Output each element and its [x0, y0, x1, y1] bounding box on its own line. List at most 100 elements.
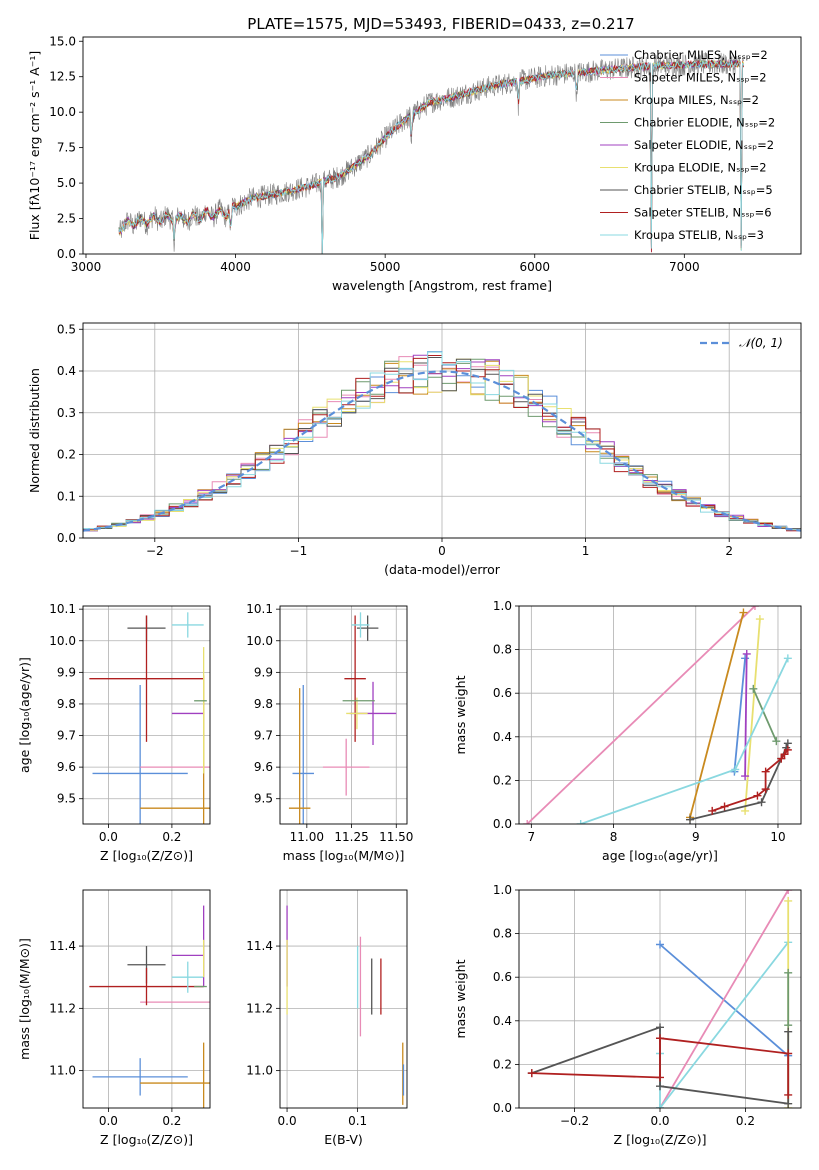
y-tick-label: 1.0 [493, 883, 512, 897]
y-tick-label: 0.4 [57, 364, 76, 378]
y-tick-label: 0.0 [57, 531, 76, 545]
x-tick-label: 0.2 [162, 1114, 181, 1128]
axes-frame [518, 605, 802, 825]
weight-marker [686, 815, 695, 824]
weight-line-kroupa-elodie [744, 619, 761, 811]
y-tick-label: 2.5 [57, 212, 76, 226]
x-axis-label: wavelength [Angstrom, rest frame] [332, 278, 552, 293]
x-tick-label: 7 [528, 830, 536, 844]
y-axis-label: Normed distribution [27, 368, 42, 493]
axes-frame [82, 889, 211, 1109]
axes-frame [279, 605, 408, 825]
legend: Chabrier MILES, Nₛₛₚ=2 Salpeter MILES, Nₛ… [600, 48, 775, 242]
weight-marker [742, 649, 751, 658]
weight-marker [761, 767, 770, 776]
weight-marker [731, 765, 740, 774]
weight-marker [720, 802, 729, 811]
x-tick-label: 11.00 [290, 830, 324, 844]
y-tick-label: 11.0 [246, 1064, 273, 1078]
axes-frame [82, 605, 211, 825]
chart-weight_vs_Z: −0.2 0.0 0.2 0.0 0.2 0.4 0.6 0.8 1.0 Z [log₁₀(Z/Z… [453, 883, 802, 1147]
weight-marker [772, 737, 781, 746]
y-axis-label: Flux [fλ10⁻¹⁷ erg cm⁻² s⁻¹ A⁻¹] [27, 51, 42, 240]
y-tick-label: 9.8 [254, 697, 273, 711]
plot-area [286, 905, 405, 1105]
y-tick-label: 9.9 [57, 665, 76, 679]
y-tick-label: 0.0 [57, 247, 76, 261]
axes-frame [82, 322, 802, 539]
weight-marker [784, 1049, 793, 1058]
y-tick-label: 11.4 [49, 939, 76, 953]
chart-spectrum: 3000 4000 5000 6000 7000 0.0 2.5 5.0 7.5 10.0 12.5… [27, 34, 802, 293]
y-tick-label: 0.2 [57, 448, 76, 462]
y-axis-label: mass weight [453, 675, 468, 754]
x-tick-label: 0.0 [278, 1114, 297, 1128]
weight-marker [656, 1082, 664, 1091]
legend-label: Chabrier ELODIE, Nₛₛₚ=2 [634, 116, 775, 130]
x-tick-label: 0.1 [348, 1114, 367, 1128]
hist-kroupa-stelib [83, 351, 801, 531]
weight-line-salpeter-miles [659, 890, 789, 1108]
x-tick-label: −2 [146, 544, 164, 558]
x-tick-label: 0 [438, 544, 446, 558]
y-tick-label: 9.6 [254, 760, 273, 774]
chart-age_vs_Z: 0.0 0.2 9.5 9.6 9.7 9.8 9.9 10.0 10.1 Z [log₁₀(Z/… [17, 602, 211, 863]
weight-marker [750, 606, 759, 610]
legend-label: Kroupa STELIB, Nₛₛₚ=3 [634, 228, 764, 242]
x-tick-label: 0.0 [650, 1114, 669, 1128]
chart-residuals: −2 −1 0 1 2 0.0 0.1 0.2 0.3 0.4 0.5 (data-model)/er… [27, 322, 802, 577]
y-tick-label: 0.2 [493, 1057, 512, 1071]
weight-marker [753, 791, 762, 800]
legend-label: Salpeter STELIB, Nₛₛₚ=6 [634, 206, 772, 220]
y-tick-label: 0.8 [493, 643, 512, 657]
y-tick-label: 0.5 [57, 322, 76, 336]
plot-area [118, 51, 745, 254]
weight-marker [784, 1090, 793, 1099]
x-tick-label: 0.2 [736, 1114, 755, 1128]
x-tick-label: 11.25 [334, 830, 368, 844]
y-tick-label: 0.4 [493, 1014, 512, 1028]
y-tick-label: 0.2 [493, 773, 512, 787]
x-tick-label: 1 [582, 544, 590, 558]
plot-area [523, 606, 792, 824]
x-tick-label: 5000 [370, 260, 401, 274]
legend-label: Salpeter MILES, Nₛₛₚ=2 [634, 71, 767, 85]
x-tick-label: 3000 [71, 260, 102, 274]
y-axis-label: age [log₁₀(age/yr)] [17, 657, 32, 773]
weight-marker [523, 820, 532, 824]
x-tick-label: 11.50 [379, 830, 413, 844]
weight-line-chabrier-stelib [689, 742, 789, 821]
y-tick-label: 11.2 [49, 1001, 76, 1015]
plot-area [288, 612, 397, 824]
y-tick-label: 0.6 [493, 970, 512, 984]
weight-marker [755, 615, 764, 624]
y-tick-label: 9.5 [57, 792, 76, 806]
x-tick-label: 10 [770, 830, 785, 844]
weight-marker [784, 890, 793, 894]
weight-marker [741, 654, 750, 663]
y-tick-label: 15.0 [49, 34, 76, 48]
weight-marker [749, 684, 758, 693]
x-tick-label: 0.0 [99, 830, 118, 844]
y-tick-label: 7.5 [57, 141, 76, 155]
weight-marker [656, 1073, 664, 1082]
legend-label: Kroupa ELODIE, Nₛₛₚ=2 [634, 161, 767, 175]
weight-marker [656, 1023, 664, 1032]
weight-marker [527, 1069, 536, 1078]
plot-area [527, 890, 793, 1108]
x-axis-label: E(B-V) [324, 1132, 363, 1147]
weight-line-chabrier-elodie [752, 688, 778, 742]
plot-area [89, 612, 210, 824]
plot-area [89, 905, 210, 1108]
x-axis-label: mass [log₁₀(M/M⊙)] [283, 848, 405, 863]
y-tick-label: 9.6 [57, 760, 76, 774]
weight-marker [783, 745, 792, 754]
y-tick-label: 11.2 [246, 1001, 273, 1015]
y-tick-label: 11.0 [49, 1064, 76, 1078]
model-line-salpeter-stelib [118, 59, 744, 254]
x-tick-label: −0.2 [560, 1114, 589, 1128]
x-tick-label: 8 [610, 830, 618, 844]
axes-frame [82, 36, 802, 255]
x-tick-label: 0.2 [162, 830, 181, 844]
